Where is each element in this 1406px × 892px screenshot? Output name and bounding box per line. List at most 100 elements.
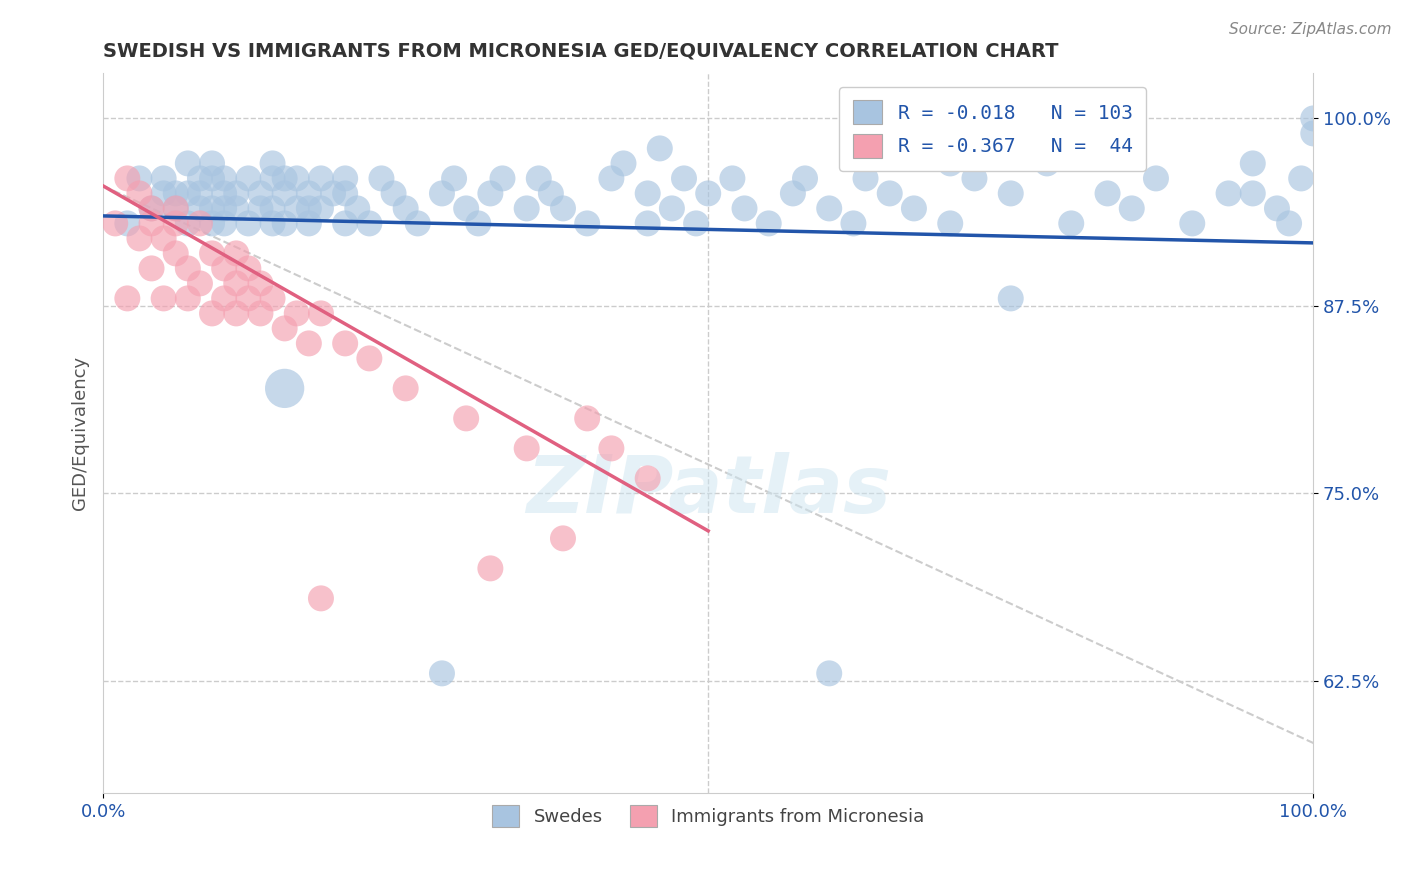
Point <box>238 261 260 276</box>
Point <box>612 156 634 170</box>
Point <box>273 321 295 335</box>
Point <box>963 171 986 186</box>
Point <box>600 442 623 456</box>
Point <box>225 186 247 201</box>
Point <box>309 171 332 186</box>
Point <box>141 202 163 216</box>
Point <box>273 171 295 186</box>
Point <box>551 532 574 546</box>
Point <box>637 216 659 230</box>
Point <box>1265 202 1288 216</box>
Point <box>359 351 381 366</box>
Point <box>225 202 247 216</box>
Point <box>782 186 804 201</box>
Point <box>262 171 284 186</box>
Point <box>201 171 224 186</box>
Point <box>333 336 356 351</box>
Point <box>516 442 538 456</box>
Point <box>1144 171 1167 186</box>
Point <box>165 216 187 230</box>
Point <box>1060 216 1083 230</box>
Point <box>225 306 247 320</box>
Point <box>1000 292 1022 306</box>
Text: SWEDISH VS IMMIGRANTS FROM MICRONESIA GED/EQUIVALENCY CORRELATION CHART: SWEDISH VS IMMIGRANTS FROM MICRONESIA GE… <box>103 42 1059 61</box>
Point <box>467 216 489 230</box>
Point <box>238 216 260 230</box>
Point <box>661 202 683 216</box>
Point <box>262 216 284 230</box>
Point <box>285 171 308 186</box>
Point <box>238 171 260 186</box>
Point <box>1097 186 1119 201</box>
Point <box>406 216 429 230</box>
Point <box>212 292 235 306</box>
Point <box>1121 202 1143 216</box>
Point <box>395 202 418 216</box>
Point <box>855 171 877 186</box>
Point <box>346 202 368 216</box>
Point <box>818 666 841 681</box>
Point <box>165 186 187 201</box>
Point <box>238 292 260 306</box>
Point <box>249 186 271 201</box>
Point <box>479 561 502 575</box>
Point <box>551 202 574 216</box>
Point <box>309 202 332 216</box>
Point <box>333 171 356 186</box>
Point <box>1241 156 1264 170</box>
Point <box>491 171 513 186</box>
Point <box>177 292 200 306</box>
Point <box>201 246 224 260</box>
Point <box>298 186 321 201</box>
Point <box>430 186 453 201</box>
Point <box>879 186 901 201</box>
Point <box>117 216 139 230</box>
Point <box>540 186 562 201</box>
Point <box>285 306 308 320</box>
Point <box>201 306 224 320</box>
Y-axis label: GED/Equivalency: GED/Equivalency <box>72 356 89 510</box>
Point <box>152 292 174 306</box>
Point <box>141 261 163 276</box>
Point <box>1241 186 1264 201</box>
Point <box>262 156 284 170</box>
Point <box>298 336 321 351</box>
Point <box>212 216 235 230</box>
Point <box>382 186 405 201</box>
Point <box>128 186 150 201</box>
Point <box>333 186 356 201</box>
Point <box>479 186 502 201</box>
Point <box>1302 112 1324 126</box>
Point <box>600 171 623 186</box>
Point <box>285 202 308 216</box>
Point <box>359 216 381 230</box>
Point <box>249 306 271 320</box>
Point <box>165 246 187 260</box>
Point <box>225 246 247 260</box>
Point <box>128 171 150 186</box>
Point <box>333 216 356 230</box>
Point <box>443 171 465 186</box>
Point <box>177 156 200 170</box>
Point <box>794 171 817 186</box>
Point <box>309 591 332 606</box>
Point <box>395 381 418 395</box>
Point <box>903 202 925 216</box>
Point <box>1302 127 1324 141</box>
Point <box>262 202 284 216</box>
Legend: Swedes, Immigrants from Micronesia: Swedes, Immigrants from Micronesia <box>485 798 932 835</box>
Point <box>939 156 962 170</box>
Point <box>177 261 200 276</box>
Point <box>273 186 295 201</box>
Point <box>188 216 211 230</box>
Point <box>152 186 174 201</box>
Point <box>721 171 744 186</box>
Point <box>685 216 707 230</box>
Point <box>842 216 865 230</box>
Point <box>141 202 163 216</box>
Text: Source: ZipAtlas.com: Source: ZipAtlas.com <box>1229 22 1392 37</box>
Point <box>576 411 599 425</box>
Point <box>188 171 211 186</box>
Point <box>117 292 139 306</box>
Point <box>1218 186 1240 201</box>
